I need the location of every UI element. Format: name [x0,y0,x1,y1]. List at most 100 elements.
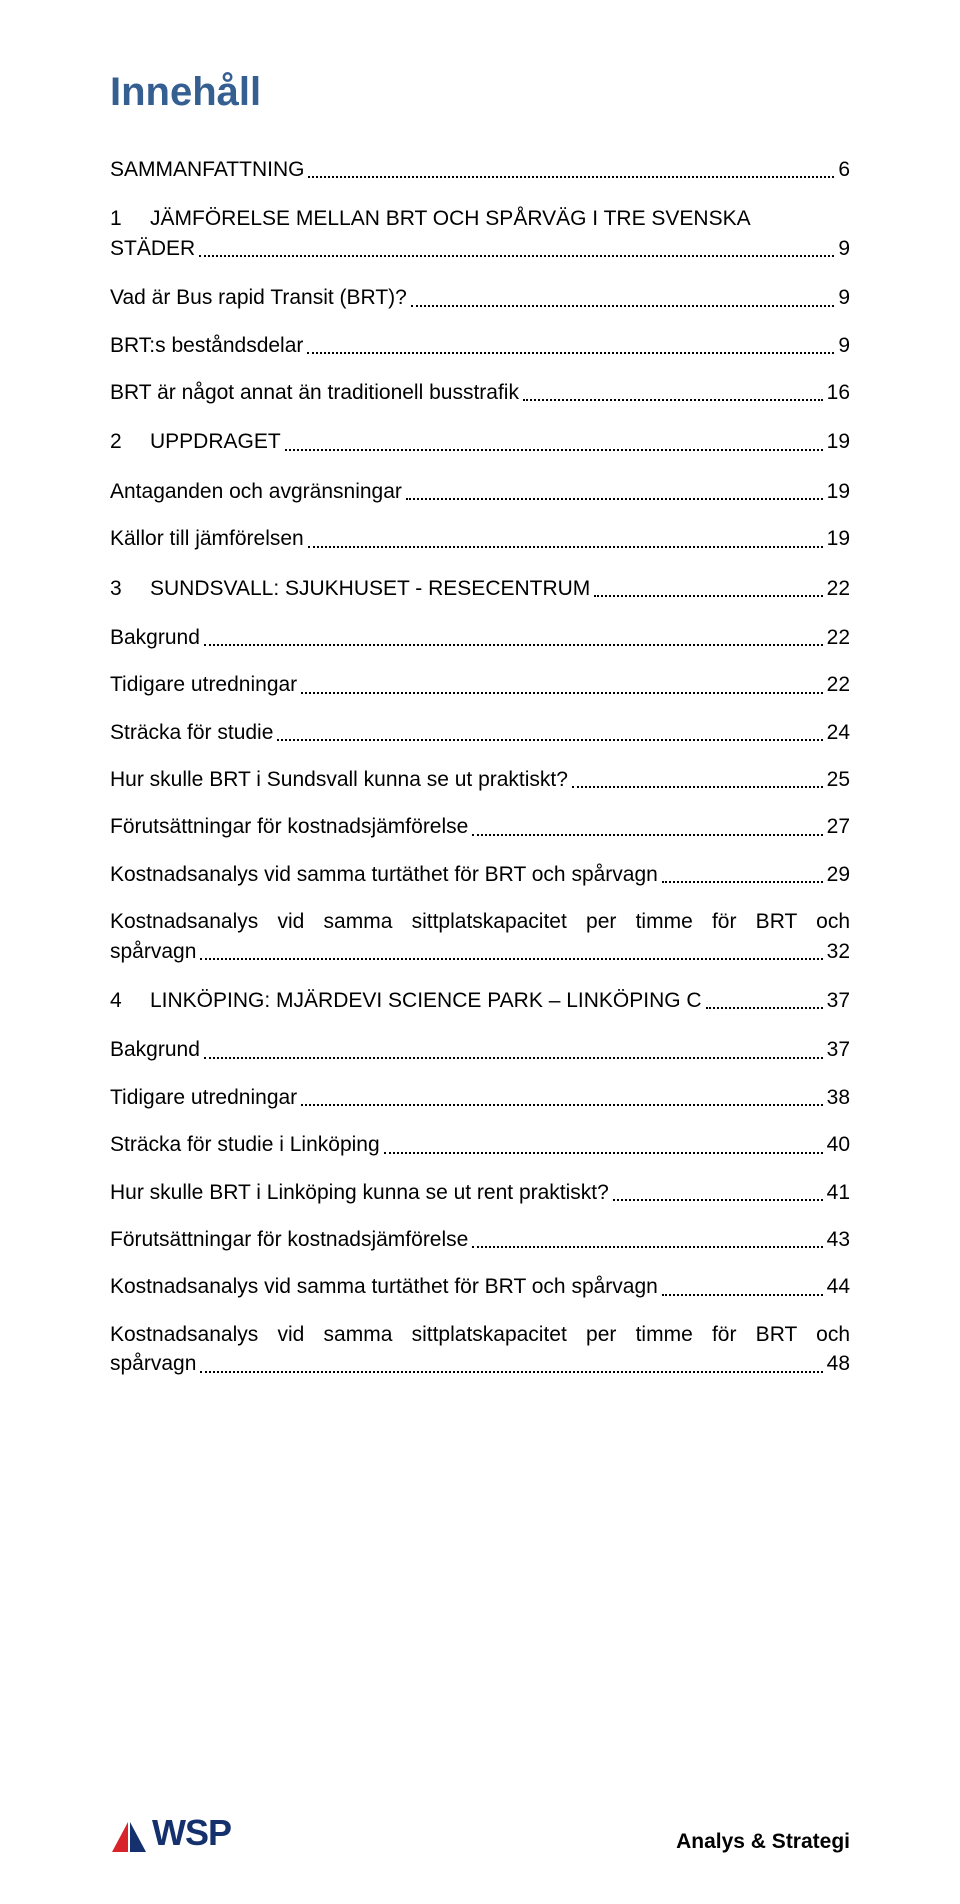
toc-entry[interactable]: BRT är något annat än traditionell busst… [110,378,850,407]
toc-entry[interactable]: BRT:s beståndsdelar 9 [110,331,850,360]
toc-entry[interactable]: Förutsättningar för kostnadsjämförelse 4… [110,1225,850,1254]
toc-entry[interactable]: Kostnadsanalys vid samma turtäthet för B… [110,860,850,889]
toc-page: 29 [827,860,850,889]
toc-label: LINKÖPING: MJÄRDEVI SCIENCE PARK – LINKÖ… [150,986,702,1015]
toc-entry[interactable]: Sträcka för studie i Linköping 40 [110,1130,850,1159]
toc-leader [200,1371,822,1373]
toc-leader [472,1246,822,1248]
toc-page: 38 [827,1083,850,1112]
toc-leader [572,786,823,788]
toc-label: BRT är något annat än traditionell busst… [110,378,519,407]
toc-leader [594,595,822,597]
toc-label-line2: spårvagn [110,937,196,966]
document-page: Innehåll SAMMANFATTNING 6 1 JÄMFÖRELSE M… [0,0,960,1904]
page-title: Innehåll [110,70,850,115]
toc-page: 22 [827,574,850,603]
toc-label: Antaganden och avgränsningar [110,477,402,506]
toc-leader [662,1294,823,1296]
toc-label: Sträcka för studie i Linköping [110,1130,380,1159]
toc-leader [706,1007,823,1009]
toc-entry[interactable]: Källor till jämförelsen 19 [110,524,850,553]
toc-page: 44 [827,1272,850,1301]
toc-leader [199,255,834,257]
toc-entry[interactable]: Hur skulle BRT i Linköping kunna se ut r… [110,1178,850,1207]
toc-leader [308,176,834,178]
toc-entry[interactable]: 2 UPPDRAGET 19 [110,427,850,456]
toc-leader [308,546,823,548]
toc-label: Kostnadsanalys vid samma turtäthet för B… [110,1272,658,1301]
toc-entry[interactable]: Bakgrund 22 [110,623,850,652]
toc-leader [523,399,823,401]
toc-leader [307,352,834,354]
toc-leader [301,1104,822,1106]
toc-page: 22 [827,670,850,699]
toc-page: 19 [827,524,850,553]
wsp-logo-text: WSP [152,1812,231,1854]
toc-page: 9 [838,283,850,312]
toc-page: 37 [827,986,850,1015]
toc-prefix: 4 [110,986,150,1015]
toc-label: Hur skulle BRT i Linköping kunna se ut r… [110,1178,609,1207]
page-footer: WSP Analys & Strategi [110,1812,850,1854]
toc-entry[interactable]: Tidigare utredningar 38 [110,1083,850,1112]
toc-label-line1: Kostnadsanalys vid samma sittplatskapaci… [110,907,850,936]
toc-page: 19 [827,477,850,506]
wsp-logo: WSP [110,1812,231,1854]
toc-page: 43 [827,1225,850,1254]
toc-entry[interactable]: 4 LINKÖPING: MJÄRDEVI SCIENCE PARK – LIN… [110,986,850,1015]
footer-right-text: Analys & Strategi [676,1830,850,1854]
toc-entry[interactable]: Vad är Bus rapid Transit (BRT)? 9 [110,283,850,312]
toc-label-line1: Kostnadsanalys vid samma sittplatskapaci… [110,1320,850,1349]
toc-label: Bakgrund [110,623,200,652]
toc-entry[interactable]: Antaganden och avgränsningar 19 [110,477,850,506]
toc-page: 27 [827,812,850,841]
toc-leader [411,305,834,307]
toc-entry[interactable]: 1 JÄMFÖRELSE MELLAN BRT OCH SPÅRVÄG I TR… [110,204,850,263]
toc-page: 24 [827,718,850,747]
toc-prefix: 2 [110,427,150,456]
toc-label: Sträcka för studie [110,718,273,747]
toc-page: 41 [827,1178,850,1207]
toc-entry[interactable]: Tidigare utredningar 22 [110,670,850,699]
toc-leader [204,1057,823,1059]
toc-entry[interactable]: Kostnadsanalys vid samma sittplatskapaci… [110,907,850,966]
toc-leader [277,739,822,741]
toc-label-line2: spårvagn [110,1349,196,1378]
toc-page: 37 [827,1035,850,1064]
wsp-logo-icon [110,1814,148,1854]
toc-label-line2: STÄDER [110,234,195,263]
toc-entry[interactable]: Förutsättningar för kostnadsjämförelse 2… [110,812,850,841]
toc-leader [613,1199,823,1201]
toc-label: Hur skulle BRT i Sundsvall kunna se ut p… [110,765,568,794]
toc-page: 32 [827,937,850,966]
toc-label: Förutsättningar för kostnadsjämförelse [110,812,468,841]
toc-page: 9 [838,331,850,360]
toc-label: Förutsättningar för kostnadsjämförelse [110,1225,468,1254]
toc-page: 25 [827,765,850,794]
toc-page: 6 [838,155,850,184]
toc-label: SAMMANFATTNING [110,155,304,184]
toc-leader [301,692,822,694]
table-of-contents: SAMMANFATTNING 6 1 JÄMFÖRELSE MELLAN BRT… [110,155,850,1379]
toc-entry[interactable]: Sträcka för studie 24 [110,718,850,747]
toc-leader [406,498,823,500]
toc-prefix: 3 [110,574,150,603]
toc-leader [472,834,822,836]
toc-leader [662,881,823,883]
toc-entry[interactable]: Hur skulle BRT i Sundsvall kunna se ut p… [110,765,850,794]
toc-label-line1: JÄMFÖRELSE MELLAN BRT OCH SPÅRVÄG I TRE … [150,204,751,233]
toc-page: 9 [838,234,850,263]
toc-entry[interactable]: Bakgrund 37 [110,1035,850,1064]
toc-label: Vad är Bus rapid Transit (BRT)? [110,283,407,312]
toc-label: Kostnadsanalys vid samma turtäthet för B… [110,860,658,889]
toc-entry[interactable]: Kostnadsanalys vid samma turtäthet för B… [110,1272,850,1301]
toc-entry[interactable]: 3 SUNDSVALL: SJUKHUSET - RESECENTRUM 22 [110,574,850,603]
toc-label: Bakgrund [110,1035,200,1064]
toc-entry[interactable]: Kostnadsanalys vid samma sittplatskapaci… [110,1320,850,1379]
toc-label: UPPDRAGET [150,427,281,456]
toc-prefix: 1 [110,204,150,233]
toc-leader [200,958,822,960]
toc-entry[interactable]: SAMMANFATTNING 6 [110,155,850,184]
toc-page: 19 [827,427,850,456]
toc-label: Källor till jämförelsen [110,524,304,553]
